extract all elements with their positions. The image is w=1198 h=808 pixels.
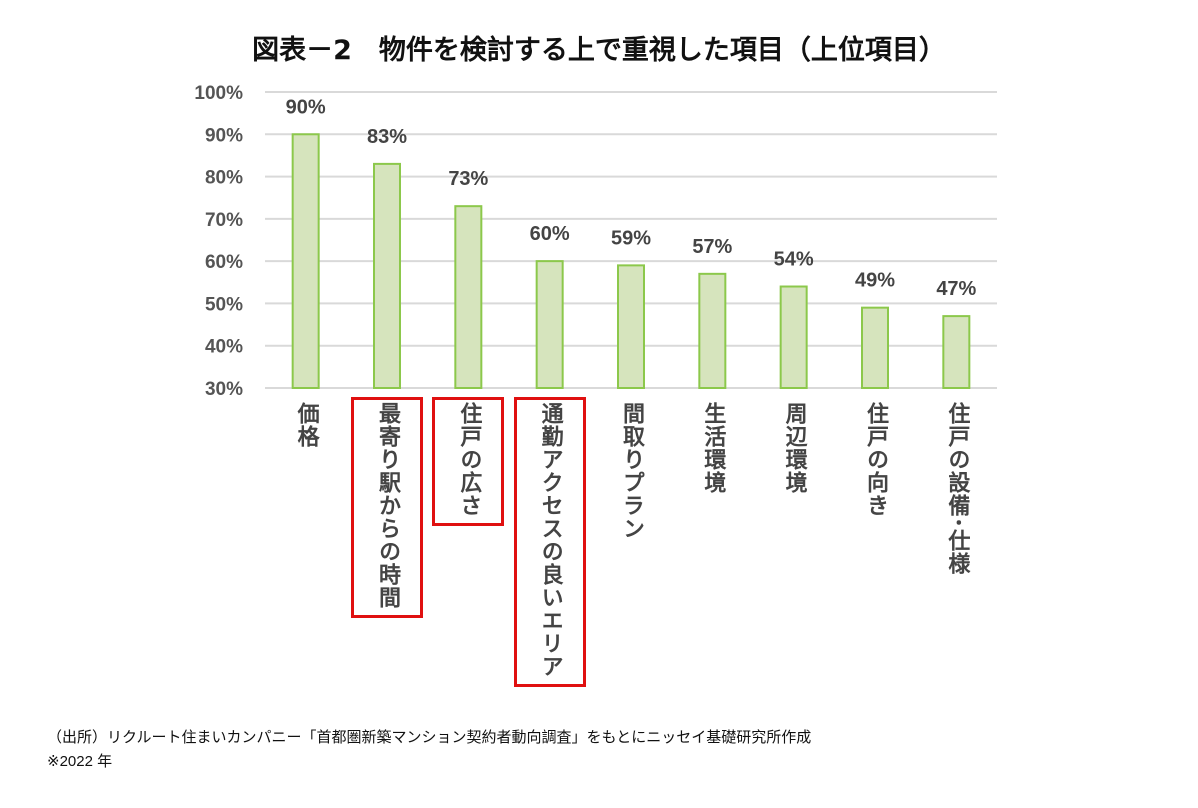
x-category-label: 生活環境 [700, 402, 726, 494]
x-category-label: 通勤アクセスの良いエリア [537, 402, 563, 678]
data-label: 90% [286, 96, 326, 118]
y-tick-label: 80% [205, 168, 243, 189]
bar [373, 162, 401, 389]
data-label: 59% [611, 227, 651, 249]
y-tick-label: 60% [205, 252, 243, 273]
bar [942, 315, 971, 389]
highlight-box [513, 397, 586, 687]
data-label: 73% [448, 168, 488, 190]
data-label: 57% [692, 236, 732, 258]
highlight-box [432, 397, 505, 526]
bar [779, 285, 808, 389]
chart-title: 図表－2 物件を検討する上で重視した項目（上位項目） [252, 35, 946, 66]
data-label: 54% [774, 249, 814, 271]
bar [535, 260, 564, 389]
data-label: 83% [367, 126, 407, 148]
bar [291, 133, 320, 389]
x-category-label: 最寄り駅からの時間 [375, 402, 400, 609]
bar [698, 272, 727, 390]
y-tick-label: 40% [205, 337, 243, 358]
data-label: 47% [936, 278, 976, 300]
data-label: 49% [855, 270, 895, 292]
x-category-label: 住戸の向き [863, 402, 888, 517]
y-tick-label: 30% [205, 379, 243, 400]
x-category-label: 間取りプラン [619, 402, 644, 540]
x-category-label: 価格 [293, 402, 319, 448]
bar [454, 205, 483, 389]
y-tick-label: 50% [205, 294, 243, 315]
y-tick-label: 70% [205, 210, 243, 231]
year-note: ※2022 年 [47, 753, 113, 770]
highlight-box [351, 397, 423, 618]
x-category-label: 住戸の広さ [456, 402, 482, 517]
x-category-label: 周辺環境 [781, 402, 807, 494]
data-label: 60% [530, 223, 570, 245]
y-tick-label: 100% [194, 83, 243, 104]
source-note: （出所）リクルート住まいカンパニー「首都圏新築マンション契約者動向調査」をもとに… [47, 729, 812, 746]
bar [617, 264, 645, 389]
y-tick-label: 90% [205, 125, 243, 146]
x-category-label: 住戸の設備･仕様 [944, 402, 970, 576]
bar [861, 306, 889, 389]
